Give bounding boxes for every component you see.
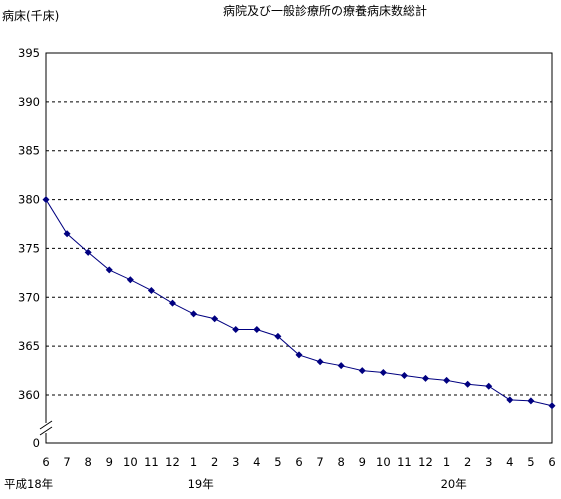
- year-label: 19年: [188, 477, 214, 491]
- data-point: [400, 371, 408, 379]
- x-tick-label: 4: [253, 455, 260, 469]
- x-tick-label: 1: [443, 455, 450, 469]
- grid-lines: [46, 101, 552, 396]
- chart-title: 病院及び一般診療所の療養病床数総計: [223, 3, 427, 18]
- data-point: [105, 266, 113, 274]
- x-tick-label: 3: [232, 455, 239, 469]
- y-tick-label: 370: [18, 290, 40, 304]
- axis-break-mark: [39, 426, 53, 436]
- x-tick-label: 12: [165, 455, 180, 469]
- plot-frame: [45, 52, 553, 444]
- data-point: [211, 315, 219, 323]
- x-tick-label: 11: [397, 455, 412, 469]
- y-tick-label: 365: [18, 339, 40, 353]
- data-point: [274, 332, 282, 340]
- x-tick-label: 5: [274, 455, 281, 469]
- data-point: [337, 362, 345, 370]
- x-tick-label: 10: [123, 455, 138, 469]
- data-point: [295, 351, 303, 359]
- data-point: [464, 380, 472, 388]
- data-point: [358, 367, 366, 375]
- data-point: [63, 230, 71, 238]
- axis-break: [39, 420, 53, 436]
- data-point: [527, 397, 535, 405]
- x-tick-label: 3: [485, 455, 492, 469]
- x-tick-label: 4: [506, 455, 513, 469]
- data-point: [379, 369, 387, 377]
- y-tick-labels: 395 390 385 380 375 370 365 360 0: [18, 46, 40, 450]
- axis-break-gap: [42, 423, 50, 433]
- y-tick-label: 375: [18, 241, 40, 255]
- y-axis-label: 病床(千床): [2, 8, 59, 23]
- year-label: 20年: [441, 477, 467, 491]
- data-point: [485, 382, 493, 390]
- data-point: [232, 326, 240, 334]
- x-tick-label: 11: [144, 455, 159, 469]
- x-tick-label: 10: [376, 455, 391, 469]
- x-tick-label: 12: [418, 455, 433, 469]
- x-tick-label: 9: [106, 455, 113, 469]
- y-tick-label: 385: [18, 144, 40, 158]
- x-tick-label: 8: [85, 455, 92, 469]
- y-tick-label: 380: [18, 193, 40, 207]
- x-tick-label: 1: [190, 455, 197, 469]
- y-tick-label: 0: [33, 436, 40, 450]
- data-point: [147, 286, 155, 294]
- data-point: [253, 326, 261, 334]
- y-tick-label: 390: [18, 95, 40, 109]
- x-tick-labels: 6 7 8 9 10 11 12 1 2 3 4 5 6 7 8 9 10 11 12 1 2 3 4 5 6: [42, 455, 555, 469]
- y-tick-label: 395: [18, 46, 40, 60]
- data-point: [126, 276, 134, 284]
- y-tick-label: 360: [18, 388, 40, 402]
- data-point: [506, 396, 514, 404]
- series: [42, 196, 556, 410]
- data-point: [42, 196, 50, 204]
- year-labels: 平成18年 19年 20年: [4, 477, 467, 491]
- series-line: [45, 199, 553, 407]
- data-point: [84, 248, 92, 256]
- data-point: [443, 376, 451, 384]
- x-tick-label: 6: [548, 455, 555, 469]
- data-point: [548, 402, 556, 410]
- year-label: 平成18年: [4, 477, 53, 491]
- data-point: [190, 310, 198, 318]
- x-tick-label: 8: [338, 455, 345, 469]
- x-tick-label: 7: [63, 455, 70, 469]
- x-tick-label: 6: [42, 455, 49, 469]
- data-point: [316, 358, 324, 366]
- x-tick-label: 6: [295, 455, 302, 469]
- x-tick-label: 7: [316, 455, 323, 469]
- data-point: [422, 374, 429, 382]
- x-tick-label: 5: [527, 455, 534, 469]
- x-tick-label: 2: [464, 455, 471, 469]
- x-tick-label: 9: [359, 455, 366, 469]
- axis-break-mark: [39, 420, 53, 430]
- x-tick-label: 2: [211, 455, 218, 469]
- data-point: [169, 299, 176, 307]
